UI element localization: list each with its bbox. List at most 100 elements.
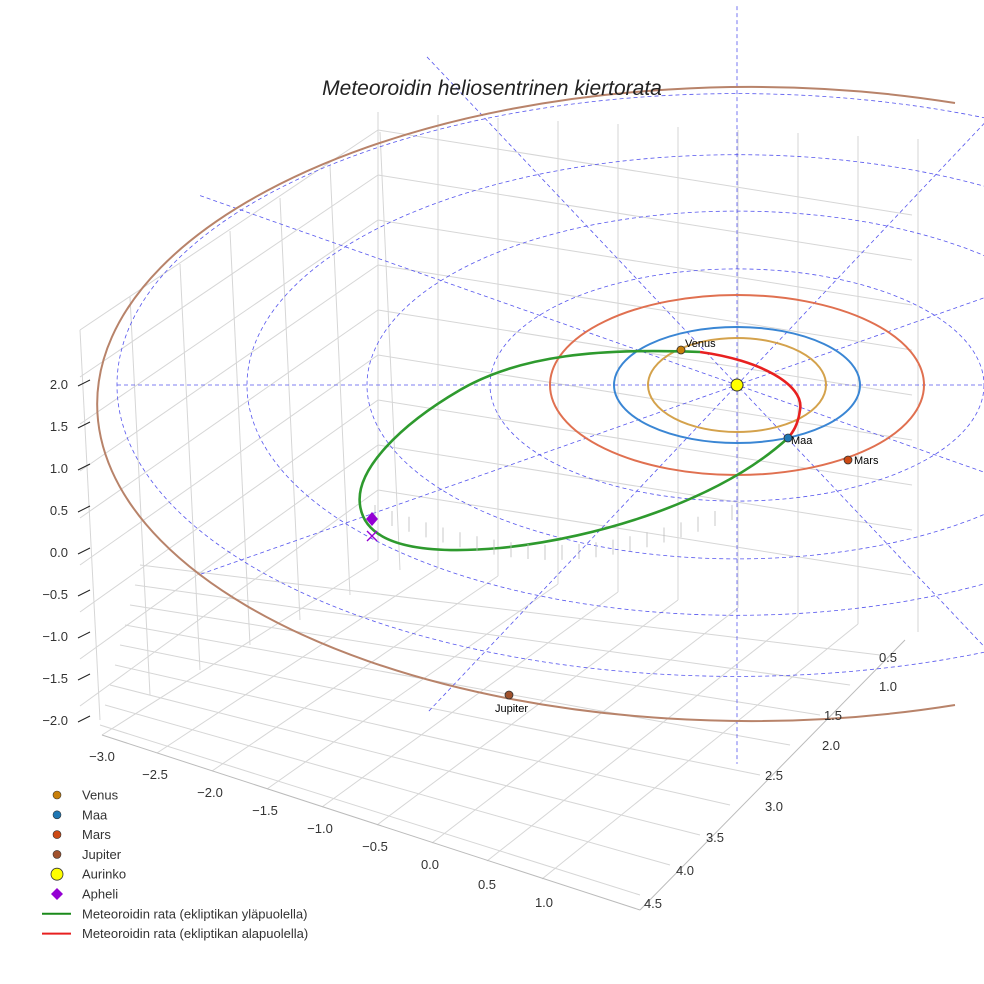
- grid-line: [486, 615, 799, 862]
- grid-line: [156, 567, 439, 754]
- grid-line: [229, 230, 251, 646]
- planet-mars-label: Mars: [854, 455, 879, 467]
- y-tick-label: 1.5: [824, 708, 842, 723]
- y-tick-label: 4.0: [676, 863, 694, 878]
- grid-line: [541, 623, 859, 880]
- grid-line: [377, 129, 913, 216]
- y-tick-label: 0.5: [879, 650, 897, 665]
- planet-mars-marker: [843, 455, 853, 465]
- x-tick-label: −2.0: [197, 785, 223, 800]
- grid-line: [99, 724, 641, 896]
- planet-maa-marker: [783, 433, 793, 443]
- legend-label-meteoroidin-rata-ekliptikan-alapuolella-: Meteoroidin rata (ekliptikan alapuolella…: [82, 926, 308, 941]
- grid-line: [79, 174, 379, 378]
- x-tick-label: 1.0: [535, 895, 553, 910]
- grid-line: [377, 399, 913, 486]
- ecliptic-ring: [366, 210, 984, 560]
- z-tick: [77, 589, 91, 597]
- legend-marker-apheli: [51, 888, 63, 900]
- y-tick-label: 4.5: [644, 896, 662, 911]
- y-tick-label: 1.0: [879, 679, 897, 694]
- grid-line: [104, 704, 671, 866]
- z-tick-label: 1.5: [50, 419, 68, 434]
- grid-line: [79, 399, 379, 613]
- grid-line: [119, 644, 761, 776]
- axis-line: [639, 639, 906, 911]
- grid-line: [376, 599, 679, 826]
- legend-label-maa: Maa: [82, 807, 108, 822]
- grid-line: [129, 604, 821, 716]
- z-tick-label: −0.5: [42, 587, 68, 602]
- z-tick-label: 1.0: [50, 461, 68, 476]
- axis-ticks: 2.0 1.5 1.0 0.5 0.0 −0.5 −1.0 −1.5 −2.0 −3.0 −2.5 −…: [42, 377, 897, 911]
- x-tick-label: −2.5: [142, 767, 168, 782]
- grid-line: [377, 174, 913, 261]
- y-tick-label: 2.0: [822, 738, 840, 753]
- meteoroid-orbit: [358, 349, 802, 560]
- grid-line: [321, 591, 619, 808]
- x-tick-label: −1.5: [252, 803, 278, 818]
- grid-line: [379, 131, 401, 571]
- planet-maa-label: Maa: [791, 435, 813, 447]
- z-tick: [77, 673, 91, 681]
- orbit-jupiter: [96, 86, 956, 722]
- grid-line: [279, 197, 301, 621]
- axis-line: [101, 734, 641, 911]
- orbit-maa: [613, 326, 861, 444]
- z-tick-label: −1.0: [42, 629, 68, 644]
- grid-line: [377, 219, 913, 306]
- legend-marker-mars: [52, 830, 62, 839]
- z-tick: [77, 631, 91, 639]
- grid-line: [114, 664, 731, 806]
- legend-label-aurinko: Aurinko: [82, 867, 126, 882]
- planet-points: Venus Maa Mars Jupiter: [495, 338, 879, 715]
- legend: Venus Maa Mars Jupiter Aurinko Apheli Meteoroi…: [42, 788, 308, 941]
- grid-line: [129, 296, 151, 696]
- legend-marker-venus: [52, 790, 62, 800]
- z-tick-label: 0.5: [50, 503, 68, 518]
- meteoroid-orbit-above: [358, 349, 789, 552]
- z-tick: [77, 379, 91, 387]
- grid-line: [377, 489, 913, 576]
- grid-line: [109, 684, 701, 836]
- grid-line: [329, 164, 351, 596]
- legend-marker-aurinko: [50, 867, 64, 881]
- legend-marker-jupiter: [52, 850, 62, 859]
- y-tick-label: 3.5: [706, 830, 724, 845]
- grid-line: [266, 583, 559, 790]
- grid-line: [211, 575, 499, 772]
- planet-venus-marker: [676, 345, 686, 355]
- grid-line: [179, 263, 201, 671]
- z-tick: [77, 715, 91, 723]
- z-tick-label: −1.5: [42, 671, 68, 686]
- grid-line: [377, 444, 913, 531]
- chart-title: Meteoroidin heliosentrinen kiertorata: [322, 77, 662, 100]
- meteoroid-orbit-below: [699, 350, 802, 439]
- grid-line: [79, 219, 379, 425]
- grid-line: [431, 607, 739, 844]
- grid-line: [79, 354, 379, 566]
- z-tick: [77, 463, 91, 471]
- grid-line: [79, 329, 101, 721]
- grid-line: [101, 559, 379, 736]
- z-tick: [77, 421, 91, 429]
- legend-label-mars: Mars: [82, 827, 111, 842]
- grid-line: [377, 354, 913, 441]
- planet-jupiter-label: Jupiter: [495, 703, 528, 715]
- legend-label-apheli: Apheli: [82, 887, 118, 902]
- grid-line: [79, 129, 379, 331]
- z-tick: [77, 547, 91, 555]
- grid-line: [139, 564, 881, 656]
- grid-line: [79, 309, 379, 519]
- legend-label-jupiter: Jupiter: [82, 847, 122, 862]
- legend-label-venus: Venus: [82, 788, 119, 803]
- x-tick-label: −1.0: [307, 821, 333, 836]
- legend-label-meteoroidin-rata-ekliptikan-yl-puolella-: Meteoroidin rata (ekliptikan yläpuolella…: [82, 906, 307, 921]
- axis-grid: [79, 112, 919, 911]
- y-tick-label: 2.5: [765, 768, 783, 783]
- planet-jupiter-marker: [504, 690, 514, 700]
- y-tick-label: 3.0: [765, 799, 783, 814]
- sun-marker: [730, 378, 744, 392]
- x-tick-label: −0.5: [362, 839, 388, 854]
